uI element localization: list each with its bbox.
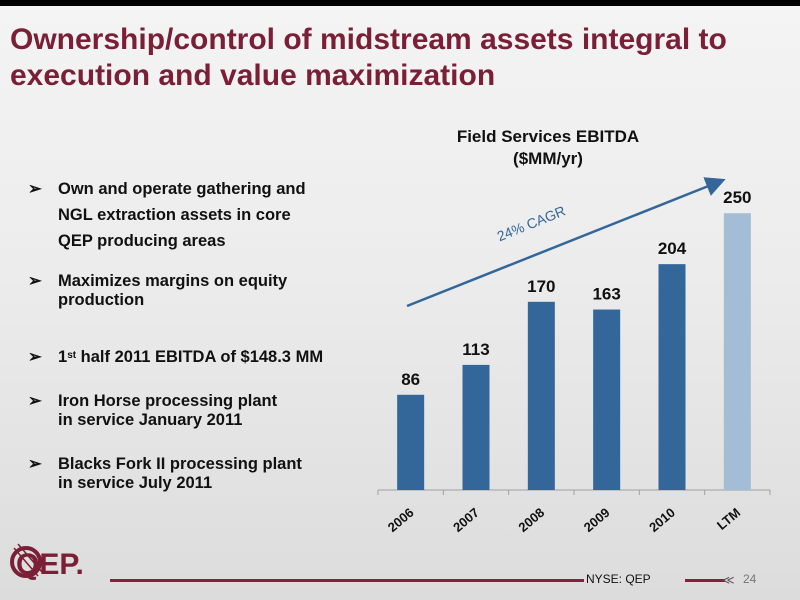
bullet-item: ➢ Maximizes margins on equity production <box>28 272 378 310</box>
bullet-item: ➢ Blacks Fork II processing plant in ser… <box>28 455 378 493</box>
bar <box>593 309 621 490</box>
data-label: 86 <box>401 370 420 389</box>
footer-rule <box>110 579 584 582</box>
x-tick-label: 2010 <box>646 505 678 535</box>
arrowhead-bullet-icon: ➢ <box>28 272 42 290</box>
bullet-text: Blacks Fork II processing plant in servi… <box>58 455 302 492</box>
x-tick-label: 2006 <box>385 505 417 535</box>
trend-arrow <box>406 177 726 308</box>
qep-logo: QEP. <box>10 543 84 581</box>
data-label: 204 <box>658 239 687 258</box>
footer-rule-short <box>685 579 725 582</box>
page-number: 24 <box>743 572 757 586</box>
data-label: 113 <box>462 340 489 359</box>
bar <box>723 213 751 490</box>
bullet-item: ➢ Iron Horse processing plant in service… <box>28 392 378 430</box>
top-border <box>0 0 800 6</box>
bullet-item: ➢ Own and operate gathering and NGL extr… <box>28 176 378 254</box>
arrowhead-bullet-icon: ➢ <box>28 392 42 410</box>
x-tick-label: 2007 <box>450 505 482 535</box>
bar <box>658 264 686 490</box>
x-tick-label: 2009 <box>581 505 613 535</box>
bar <box>462 364 490 490</box>
double-chevron-icon: ≪ <box>722 573 735 587</box>
bullet-item: ➢ 1st half 2011 EBITDA of $148.3 MM <box>28 344 378 370</box>
chart-title: Field Services EBITDA ($MM/yr) <box>456 127 640 168</box>
bullet-text: Iron Horse processing plant in service J… <box>58 392 278 429</box>
bullet-text: Maximizes margins on equity production <box>58 272 288 309</box>
data-label: 163 <box>592 285 620 304</box>
arrowhead-bullet-icon: ➢ <box>28 348 42 366</box>
arrowhead-bullet-icon: ➢ <box>28 180 42 198</box>
footer-ticker: NYSE: QEP <box>586 572 651 586</box>
logo-mark <box>10 543 43 578</box>
x-tick-label: LTM <box>714 505 743 533</box>
bar <box>397 394 425 490</box>
bar <box>527 301 555 490</box>
data-label: 170 <box>527 277 555 296</box>
slide-title: Ownership/control of midstream assets in… <box>10 23 727 92</box>
bullet-text: Own and operate gathering and NGL extrac… <box>58 180 306 250</box>
arrowhead-bullet-icon: ➢ <box>28 455 42 473</box>
bullet-text: 1st half 2011 EBITDA of $148.3 MM <box>58 348 324 366</box>
cagr-annotation: 24% CAGR <box>495 202 568 244</box>
x-tick-label: 2008 <box>515 505 547 535</box>
data-label: 250 <box>723 188 751 207</box>
logo-text: QEP. <box>16 548 84 581</box>
